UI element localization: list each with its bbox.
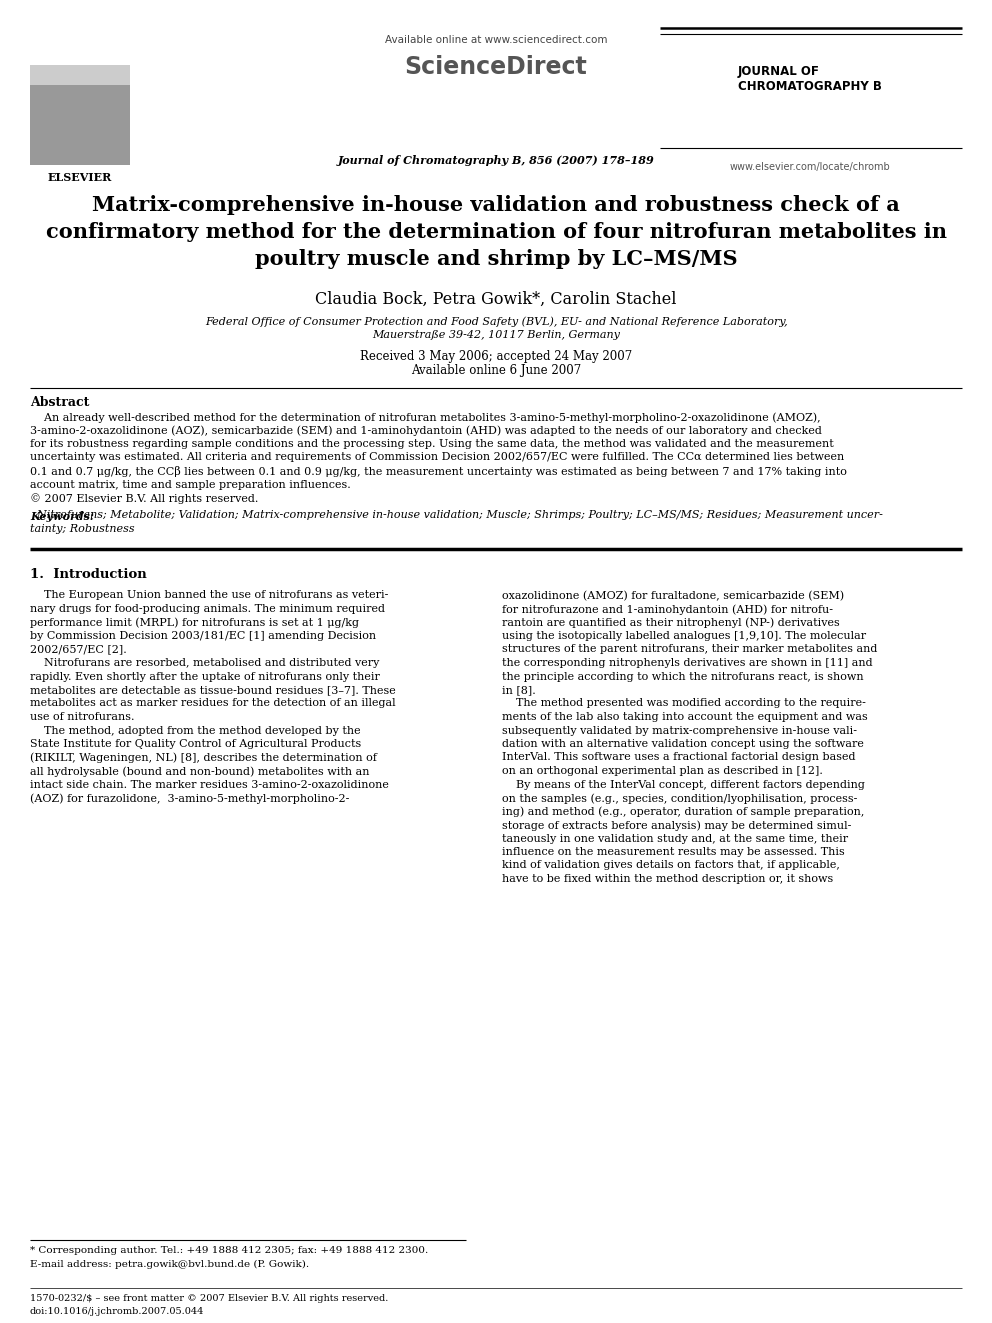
Text: 1570-0232/$ – see front matter © 2007 Elsevier B.V. All rights reserved.: 1570-0232/$ – see front matter © 2007 El… bbox=[30, 1294, 389, 1303]
Text: subsequently validated by matrix-comprehensive in-house vali-: subsequently validated by matrix-compreh… bbox=[502, 725, 857, 736]
Text: tainty; Robustness: tainty; Robustness bbox=[30, 524, 135, 534]
Text: for nitrofurazone and 1-aminohydantoin (AHD) for nitrofu-: for nitrofurazone and 1-aminohydantoin (… bbox=[502, 605, 833, 615]
Text: performance limit (MRPL) for nitrofurans is set at 1 μg/kg: performance limit (MRPL) for nitrofurans… bbox=[30, 618, 359, 628]
Text: use of nitrofurans.: use of nitrofurans. bbox=[30, 712, 135, 722]
Text: kind of validation gives details on factors that, if applicable,: kind of validation gives details on fact… bbox=[502, 860, 840, 871]
Text: Keywords:: Keywords: bbox=[30, 511, 94, 521]
Text: oxazolidinone (AMOZ) for furaltadone, semicarbazide (SEM): oxazolidinone (AMOZ) for furaltadone, se… bbox=[502, 590, 844, 601]
Text: using the isotopically labelled analogues [1,9,10]. The molecular: using the isotopically labelled analogue… bbox=[502, 631, 866, 642]
Text: in [8].: in [8]. bbox=[502, 685, 536, 695]
Text: By means of the InterVal concept, different factors depending: By means of the InterVal concept, differ… bbox=[502, 779, 865, 790]
Text: dation with an alternative validation concept using the software: dation with an alternative validation co… bbox=[502, 740, 864, 749]
Text: Journal of Chromatography B, 856 (2007) 178–189: Journal of Chromatography B, 856 (2007) … bbox=[337, 155, 655, 165]
Text: on the samples (e.g., species, condition/lyophilisation, process-: on the samples (e.g., species, condition… bbox=[502, 792, 857, 803]
Text: Claudia Bock, Petra Gowik*, Carolin Stachel: Claudia Bock, Petra Gowik*, Carolin Stac… bbox=[315, 291, 677, 308]
Text: www.elsevier.com/locate/chromb: www.elsevier.com/locate/chromb bbox=[730, 161, 891, 172]
Text: structures of the parent nitrofurans, their marker metabolites and: structures of the parent nitrofurans, th… bbox=[502, 644, 877, 655]
Text: account matrix, time and sample preparation influences.: account matrix, time and sample preparat… bbox=[30, 479, 351, 490]
Text: The method presented was modified according to the require-: The method presented was modified accord… bbox=[502, 699, 866, 709]
Text: Received 3 May 2006; accepted 24 May 2007: Received 3 May 2006; accepted 24 May 200… bbox=[360, 351, 632, 363]
Text: JOURNAL OF
CHROMATOGRAPHY B: JOURNAL OF CHROMATOGRAPHY B bbox=[738, 65, 882, 93]
Text: nary drugs for food-producing animals. The minimum required: nary drugs for food-producing animals. T… bbox=[30, 605, 385, 614]
Text: taneously in one validation study and, at the same time, their: taneously in one validation study and, a… bbox=[502, 833, 848, 844]
Text: Nitrofurans are resorbed, metabolised and distributed very: Nitrofurans are resorbed, metabolised an… bbox=[30, 658, 379, 668]
Text: ELSEVIER: ELSEVIER bbox=[48, 172, 112, 183]
Text: storage of extracts before analysis) may be determined simul-: storage of extracts before analysis) may… bbox=[502, 820, 851, 831]
Text: the corresponding nitrophenyls derivatives are shown in [11] and: the corresponding nitrophenyls derivativ… bbox=[502, 658, 873, 668]
Text: intact side chain. The marker residues 3-amino-2-oxazolidinone: intact side chain. The marker residues 3… bbox=[30, 779, 389, 790]
Text: E-mail address: petra.gowik@bvl.bund.de (P. Gowik).: E-mail address: petra.gowik@bvl.bund.de … bbox=[30, 1259, 310, 1269]
Text: ments of the lab also taking into account the equipment and was: ments of the lab also taking into accoun… bbox=[502, 712, 868, 722]
Text: rantoin are quantified as their nitrophenyl (NP-) derivatives: rantoin are quantified as their nitrophe… bbox=[502, 618, 840, 628]
Text: doi:10.1016/j.jchromb.2007.05.044: doi:10.1016/j.jchromb.2007.05.044 bbox=[30, 1307, 204, 1316]
Text: An already well-described method for the determination of nitrofuran metabolites: An already well-described method for the… bbox=[30, 411, 820, 422]
Text: Matrix-comprehensive in-house validation and robustness check of a: Matrix-comprehensive in-house validation… bbox=[92, 194, 900, 216]
Bar bbox=[30, 85, 130, 165]
Text: 2002/657/EC [2].: 2002/657/EC [2]. bbox=[30, 644, 127, 655]
Text: Abstract: Abstract bbox=[30, 396, 89, 409]
Text: The European Union banned the use of nitrofurans as veteri-: The European Union banned the use of nit… bbox=[30, 590, 389, 601]
Bar bbox=[30, 65, 130, 165]
Text: ing) and method (e.g., operator, duration of sample preparation,: ing) and method (e.g., operator, duratio… bbox=[502, 807, 864, 818]
Text: influence on the measurement results may be assessed. This: influence on the measurement results may… bbox=[502, 847, 845, 857]
Text: the principle according to which the nitrofurans react, is shown: the principle according to which the nit… bbox=[502, 672, 864, 681]
Text: poultry muscle and shrimp by LC–MS/MS: poultry muscle and shrimp by LC–MS/MS bbox=[255, 249, 737, 269]
Text: (RIKILT, Wageningen, NL) [8], describes the determination of: (RIKILT, Wageningen, NL) [8], describes … bbox=[30, 753, 377, 763]
Text: rapidly. Even shortly after the uptake of nitrofurans only their: rapidly. Even shortly after the uptake o… bbox=[30, 672, 380, 681]
Text: 3-amino-2-oxazolidinone (AOZ), semicarbazide (SEM) and 1-aminohydantoin (AHD) wa: 3-amino-2-oxazolidinone (AOZ), semicarba… bbox=[30, 426, 822, 437]
Text: all hydrolysable (bound and non-bound) metabolites with an: all hydrolysable (bound and non-bound) m… bbox=[30, 766, 369, 777]
Text: * Corresponding author. Tel.: +49 1888 412 2305; fax: +49 1888 412 2300.: * Corresponding author. Tel.: +49 1888 4… bbox=[30, 1246, 429, 1256]
Text: have to be fixed within the method description or, it shows: have to be fixed within the method descr… bbox=[502, 875, 833, 884]
Text: ScienceDirect: ScienceDirect bbox=[405, 56, 587, 79]
Text: Mauerstraße 39-42, 10117 Berlin, Germany: Mauerstraße 39-42, 10117 Berlin, Germany bbox=[372, 329, 620, 340]
Text: metabolites are detectable as tissue-bound residues [3–7]. These: metabolites are detectable as tissue-bou… bbox=[30, 685, 396, 695]
Text: The method, adopted from the method developed by the: The method, adopted from the method deve… bbox=[30, 725, 361, 736]
Text: (AOZ) for furazolidone,  3-amino-5-methyl-morpholino-2-: (AOZ) for furazolidone, 3-amino-5-methyl… bbox=[30, 792, 349, 803]
Text: metabolites act as marker residues for the detection of an illegal: metabolites act as marker residues for t… bbox=[30, 699, 396, 709]
Text: uncertainty was estimated. All criteria and requirements of Commission Decision : uncertainty was estimated. All criteria … bbox=[30, 452, 844, 463]
Text: Available online 6 June 2007: Available online 6 June 2007 bbox=[411, 364, 581, 377]
Text: on an orthogonal experimental plan as described in [12].: on an orthogonal experimental plan as de… bbox=[502, 766, 823, 777]
Text: Available online at www.sciencedirect.com: Available online at www.sciencedirect.co… bbox=[385, 34, 607, 45]
Text: by Commission Decision 2003/181/EC [1] amending Decision: by Commission Decision 2003/181/EC [1] a… bbox=[30, 631, 376, 642]
Text: Federal Office of Consumer Protection and Food Safety (BVL), EU- and National Re: Federal Office of Consumer Protection an… bbox=[204, 316, 788, 327]
Text: 0.1 and 0.7 μg/kg, the CCβ lies between 0.1 and 0.9 μg/kg, the measurement uncer: 0.1 and 0.7 μg/kg, the CCβ lies between … bbox=[30, 466, 847, 478]
Text: InterVal. This software uses a fractional factorial design based: InterVal. This software uses a fractiona… bbox=[502, 753, 855, 762]
Text: for its robustness regarding sample conditions and the processing step. Using th: for its robustness regarding sample cond… bbox=[30, 439, 833, 448]
Text: State Institute for Quality Control of Agricultural Products: State Institute for Quality Control of A… bbox=[30, 740, 361, 749]
Text: © 2007 Elsevier B.V. All rights reserved.: © 2007 Elsevier B.V. All rights reserved… bbox=[30, 493, 258, 504]
Text: 1.  Introduction: 1. Introduction bbox=[30, 569, 147, 582]
Text: confirmatory method for the determination of four nitrofuran metabolites in: confirmatory method for the determinatio… bbox=[46, 222, 946, 242]
Text: Nitrofurans; Metabolite; Validation; Matrix-comprehensive in-house validation; M: Nitrofurans; Metabolite; Validation; Mat… bbox=[30, 511, 883, 520]
